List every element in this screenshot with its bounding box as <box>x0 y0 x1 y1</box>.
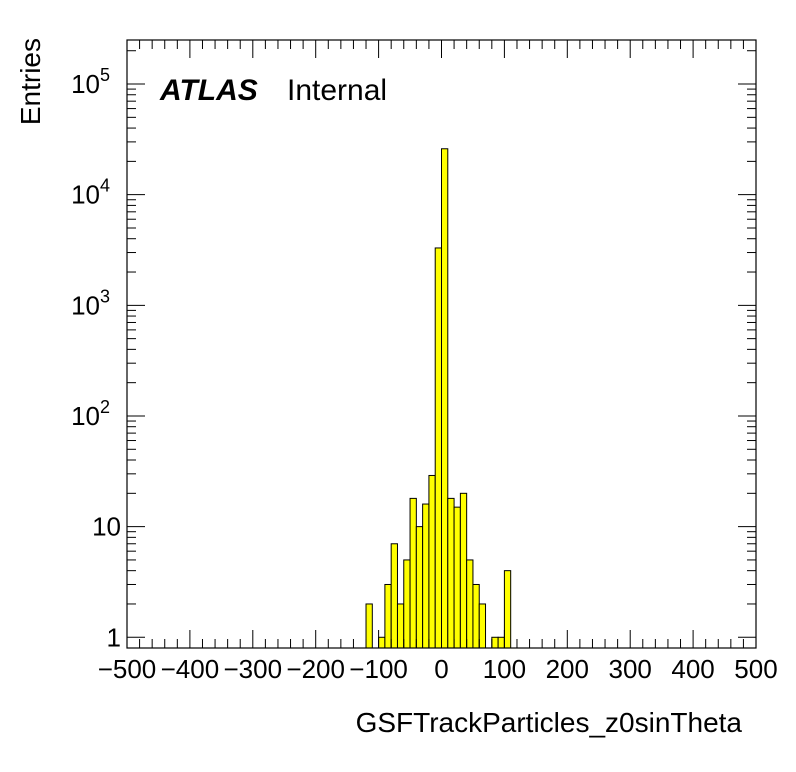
x-axis-title: GSFTrackParticles_z0sinTheta <box>356 707 743 738</box>
y-tick-label: 10 <box>92 512 121 542</box>
x-tick-label: 0 <box>434 654 448 684</box>
histogram-bar <box>365 603 373 649</box>
y-tick-label: 103 <box>71 286 110 320</box>
histogram-bar <box>466 559 474 649</box>
histogram-bar <box>497 636 505 649</box>
axis-ticks <box>126 40 757 648</box>
histogram-bar <box>441 148 449 649</box>
histogram-bar <box>447 497 455 649</box>
y-tick-label: 105 <box>71 65 110 99</box>
histogram-bar <box>403 559 411 649</box>
x-tick-label: 500 <box>734 654 777 684</box>
x-tick-label: −300 <box>224 654 283 684</box>
x-tick-label: −500 <box>98 654 157 684</box>
histogram-bar <box>453 506 461 649</box>
histogram-bar <box>478 603 487 649</box>
x-tick-label: −400 <box>161 654 220 684</box>
y-tick-label: 104 <box>71 176 110 210</box>
histogram-bar <box>459 492 468 649</box>
histogram-bar <box>390 543 398 649</box>
atlas-label: ATLAS <box>159 74 258 107</box>
y-axis-title: Entries <box>15 38 46 125</box>
histogram-bars <box>365 148 512 649</box>
histogram-bar <box>491 636 499 649</box>
histogram-bar <box>428 474 436 649</box>
histogram-bar <box>422 503 430 649</box>
x-tick-label: −200 <box>286 654 345 684</box>
x-tick-label: 400 <box>671 654 714 684</box>
histogram-bar <box>434 247 442 649</box>
y-tick-label: 1 <box>107 622 121 652</box>
y-tick-labels: 1 10 102 103 104 105 <box>71 65 121 652</box>
histogram-bar <box>378 636 386 649</box>
x-tick-label: 300 <box>609 654 652 684</box>
x-tick-label: −100 <box>349 654 408 684</box>
histogram-bar <box>415 526 424 649</box>
histogram-bar <box>503 570 512 649</box>
internal-label: Internal <box>287 74 387 107</box>
x-tick-label: 100 <box>483 654 526 684</box>
histogram-bar <box>472 583 480 649</box>
histogram-bar <box>396 603 405 649</box>
histogram-bar <box>409 497 417 649</box>
x-tick-labels: −500 −400 −300 −200 −100 0 100 200 300 400 500 <box>98 654 778 684</box>
histogram-bar <box>384 583 392 649</box>
y-tick-label: 102 <box>71 397 110 431</box>
x-tick-label: 200 <box>546 654 589 684</box>
